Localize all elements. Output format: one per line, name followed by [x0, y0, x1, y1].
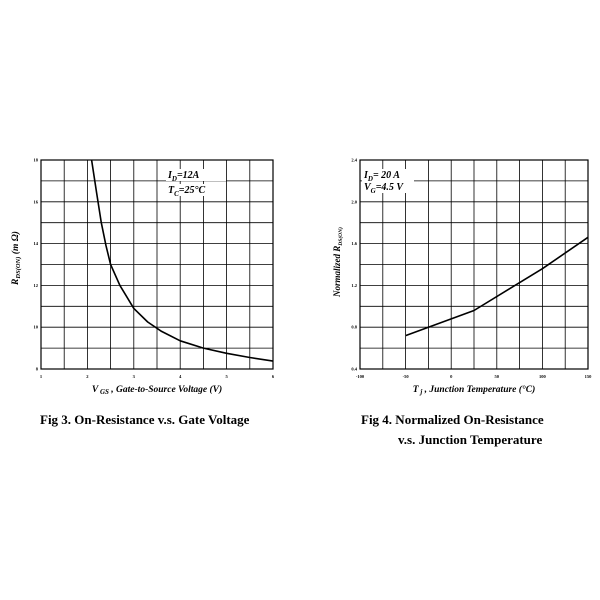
x-tick-label: 150 — [585, 374, 593, 379]
y-tick-label: 1.6 — [351, 241, 357, 246]
annotation-text: ID= 20 A — [363, 170, 400, 183]
y-tick-label: 0.4 — [351, 367, 357, 372]
x-tick-label: 2 — [86, 374, 89, 379]
x-tick-label: 0 — [450, 374, 453, 379]
y-tick-label: 1.2 — [351, 283, 357, 288]
x-tick-label: 6 — [272, 374, 275, 379]
y-tick-label: 18 — [34, 158, 39, 163]
fig4-caption-line1: Fig 4. Normalized On-Resistance — [361, 412, 544, 427]
x-tick-label: 3 — [133, 374, 136, 379]
annotation-background — [166, 169, 226, 181]
x-tick-label: -50 — [403, 374, 410, 379]
x-tick-label: 1 — [40, 374, 43, 379]
y-axis-title: Normalized RDS(ON) — [332, 227, 344, 298]
y-tick-label: 0.8 — [351, 325, 357, 330]
x-tick-label: -100 — [356, 374, 365, 379]
y-tick-label: 14 — [34, 241, 39, 246]
y-tick-label: 2.4 — [351, 158, 357, 163]
annotation-text: ID=12A — [167, 170, 200, 183]
x-axis-title: V GS , Gate-to-Source Voltage (V) — [92, 384, 222, 396]
y-tick-label: 2.0 — [351, 199, 357, 204]
y-tick-label: 8 — [36, 367, 39, 372]
y-tick-label: 10 — [34, 325, 39, 330]
plot-frame — [40, 159, 274, 370]
series-line — [405, 236, 589, 337]
x-tick-label: 5 — [225, 374, 228, 379]
x-tick-label: 50 — [495, 374, 500, 379]
x-axis-title: T j , Junction Temperature (°C) — [413, 384, 536, 396]
y-tick-label: 12 — [34, 283, 39, 288]
annotation-background — [362, 169, 414, 181]
plot-frame — [359, 159, 589, 370]
fig3-caption: Fig 3. On-Resistance v.s. Gate Voltage — [40, 412, 250, 427]
annotation-text: VG=4.5 V — [364, 182, 404, 195]
fig4-caption-line2: v.s. Junction Temperature — [398, 432, 543, 447]
x-tick-label: 100 — [539, 374, 547, 379]
annotation-background — [362, 181, 414, 193]
y-axis-title: RDS(ON) (m Ω) — [10, 231, 22, 286]
y-tick-label: 16 — [34, 199, 39, 204]
series-line — [90, 159, 274, 362]
annotation-text: TC=25°C — [168, 185, 205, 198]
x-tick-label: 4 — [179, 374, 182, 379]
annotation-background — [166, 184, 226, 196]
